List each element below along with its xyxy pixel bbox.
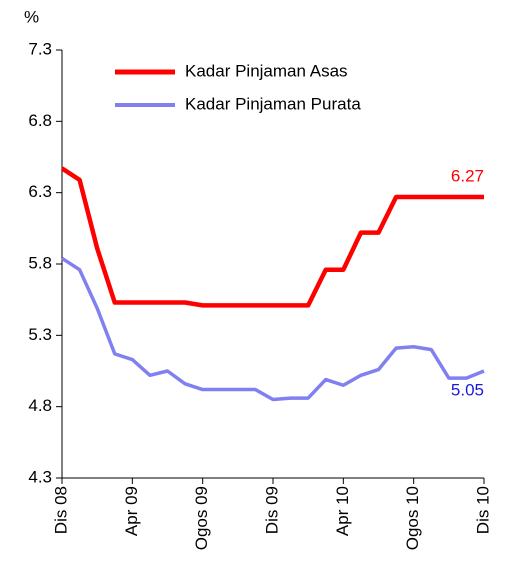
y-tick-label: 5.3 xyxy=(28,325,52,344)
value-label: 6.27 xyxy=(451,166,484,185)
y-axis-label: % xyxy=(24,7,39,26)
x-tick-label: Apr 09 xyxy=(122,486,141,536)
series-line xyxy=(60,166,484,308)
y-tick-label: 4.8 xyxy=(28,396,52,415)
x-tick-label: Dis 08 xyxy=(51,486,70,534)
x-tick-label: Dis 09 xyxy=(262,486,281,534)
legend-label: Kadar Pinjaman Asas xyxy=(185,61,348,80)
x-tick-label: Ogos 09 xyxy=(192,486,211,550)
y-tick-label: 4.3 xyxy=(28,467,52,486)
y-tick-label: 5.8 xyxy=(28,253,52,272)
y-tick-label: 7.3 xyxy=(28,39,52,58)
x-tick-label: Apr 10 xyxy=(333,486,352,536)
series-line xyxy=(61,256,485,402)
legend-label: Kadar Pinjaman Purata xyxy=(185,94,361,113)
x-tick-label: Dis 10 xyxy=(473,486,492,534)
y-tick-label: 6.3 xyxy=(28,182,52,201)
x-tick-label: Ogos 10 xyxy=(403,486,422,550)
value-label: 5.05 xyxy=(451,380,484,399)
y-tick-label: 6.8 xyxy=(28,111,52,130)
